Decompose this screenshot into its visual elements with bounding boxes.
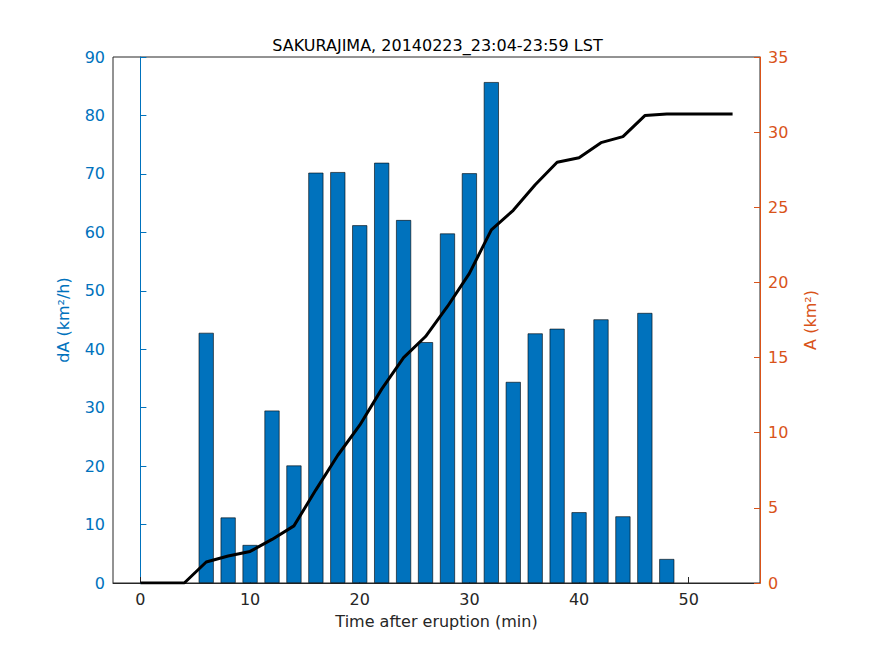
svg-text:50: 50 [679,590,699,609]
svg-text:20: 20 [768,273,788,292]
svg-text:0: 0 [768,574,778,593]
svg-text:40: 40 [85,340,105,359]
svg-text:15: 15 [768,348,788,367]
svg-text:20: 20 [85,457,105,476]
svg-text:10: 10 [240,590,260,609]
svg-text:0: 0 [95,574,105,593]
svg-text:Time after eruption (min): Time after eruption (min) [334,612,537,631]
svg-text:SAKURAJIMA, 20140223_23:04-23:: SAKURAJIMA, 20140223_23:04-23:59 LST [272,36,603,56]
svg-text:10: 10 [85,515,105,534]
svg-text:30: 30 [768,123,788,142]
svg-text:5: 5 [768,498,778,517]
svg-text:90: 90 [85,48,105,67]
svg-text:50: 50 [85,281,105,300]
svg-text:10: 10 [768,423,788,442]
svg-text:40: 40 [569,590,589,609]
svg-text:30: 30 [459,590,479,609]
svg-text:0: 0 [135,590,145,609]
svg-text:70: 70 [85,164,105,183]
svg-text:20: 20 [350,590,370,609]
svg-text:A (km²): A (km²) [801,290,820,350]
svg-text:30: 30 [85,398,105,417]
svg-text:60: 60 [85,223,105,242]
svg-text:dA (km²/h): dA (km²/h) [54,277,73,362]
svg-text:80: 80 [85,106,105,125]
svg-text:25: 25 [768,198,788,217]
svg-text:35: 35 [768,48,788,67]
